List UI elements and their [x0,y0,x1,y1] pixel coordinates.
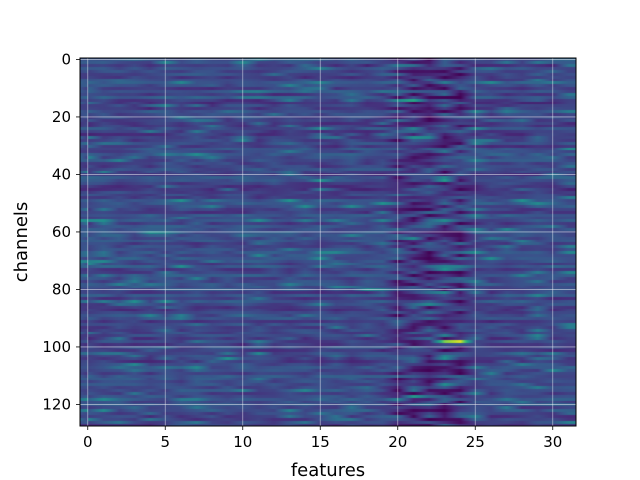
x-tick-label: 10 [233,433,252,451]
x-tick-label: 15 [311,433,330,451]
y-axis-label: channels [11,202,32,283]
y-tick-label: 0 [61,50,71,68]
y-tick-label: 40 [52,165,71,183]
x-tick-label: 20 [388,433,407,451]
x-axis-ticks: 0 5 10 15 20 25 30 [83,426,562,451]
x-tick-label: 30 [543,433,562,451]
y-tick-label: 80 [52,280,71,298]
x-axis-label: features [291,460,365,480]
y-axis-ticks: 0 20 40 60 80 100 120 [42,50,80,413]
plot-frame [79,57,577,427]
x-tick-label: 0 [83,433,93,451]
y-tick-label: 120 [42,395,71,413]
y-tick-label: 60 [52,223,71,241]
x-tick-label: 5 [160,433,170,451]
x-tick-label: 25 [466,433,485,451]
heatmap-image [80,58,576,426]
y-tick-label: 20 [52,108,71,126]
y-tick-label: 100 [42,338,71,356]
grid-lines [80,58,576,426]
